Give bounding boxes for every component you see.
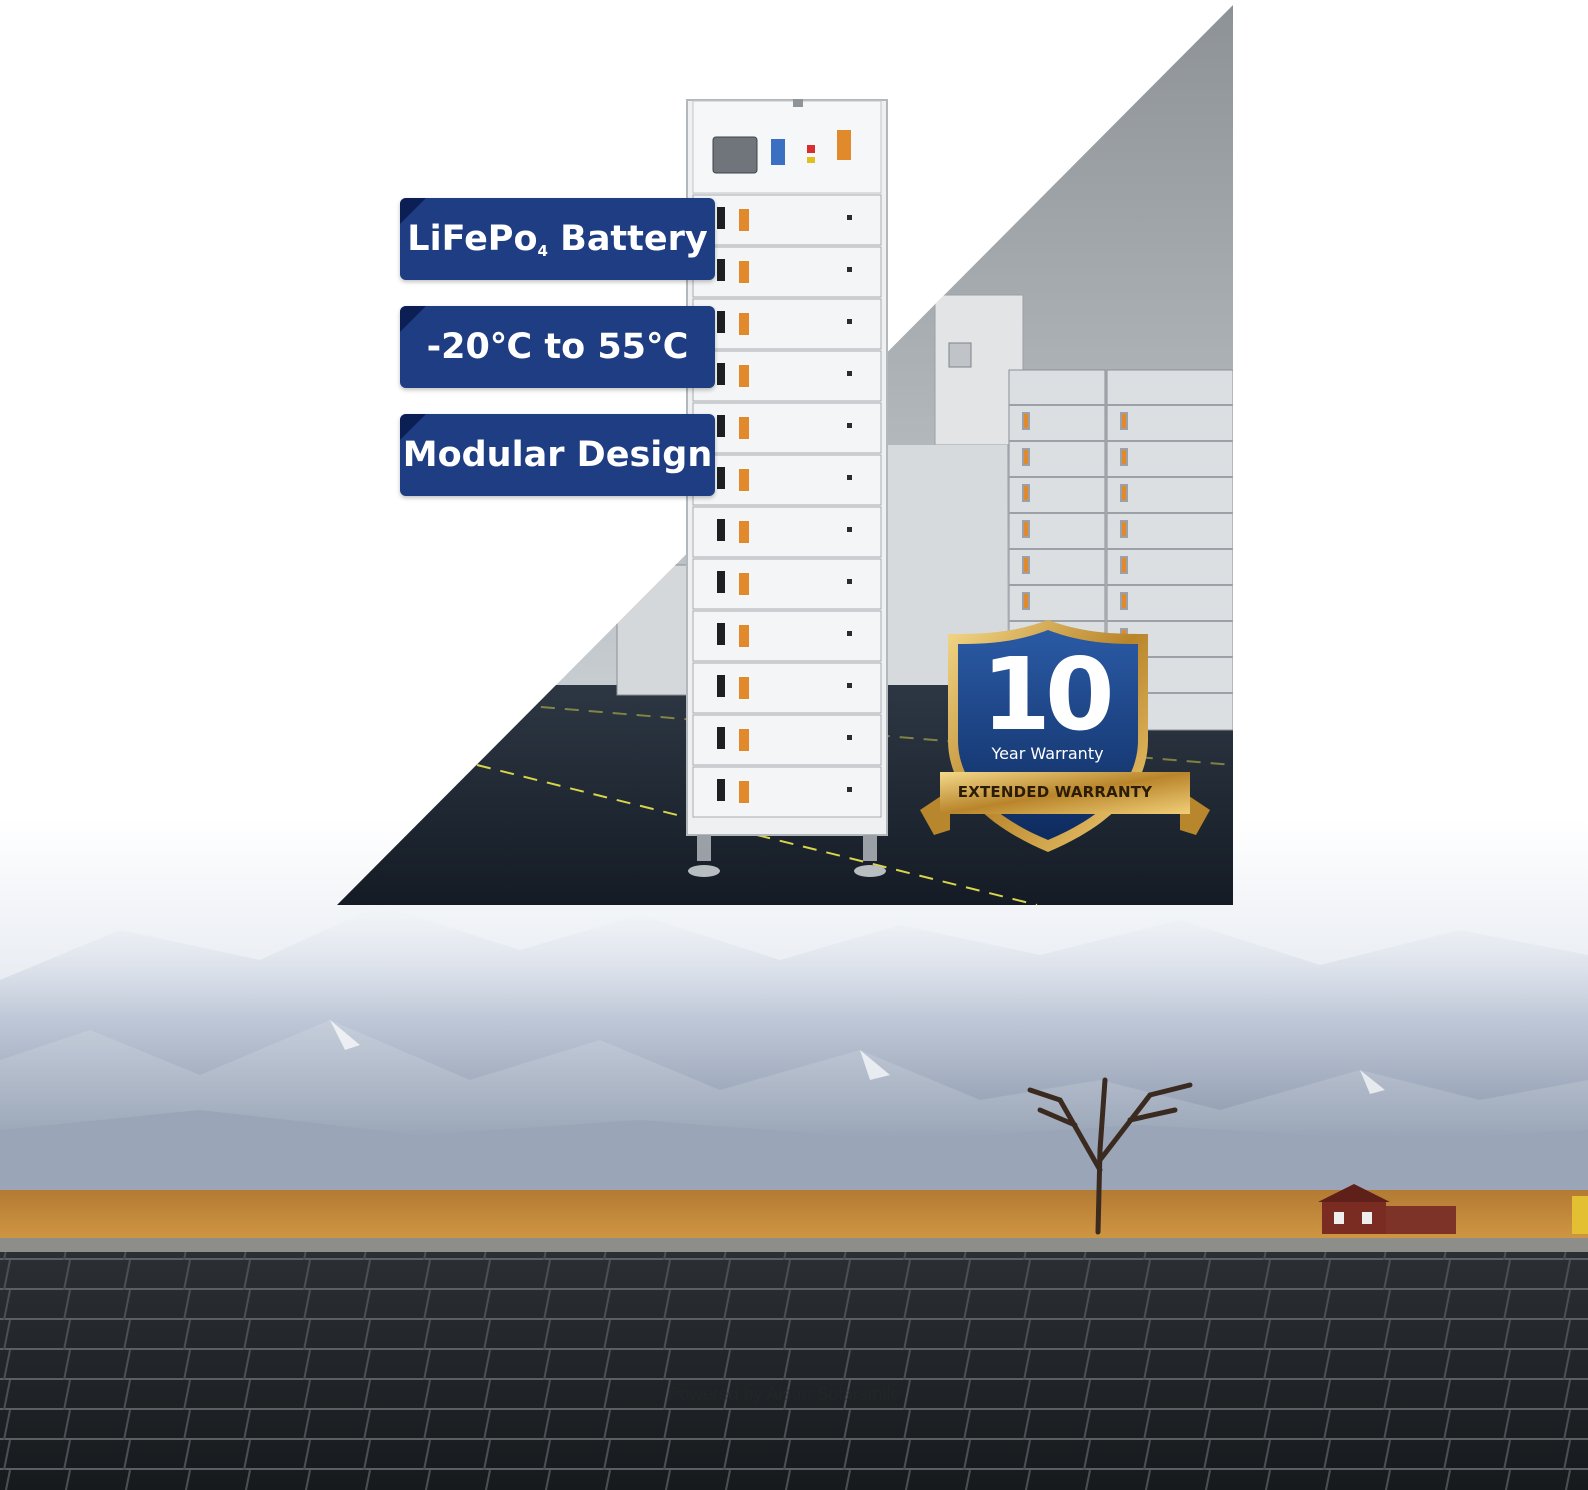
module-cable [739,261,749,283]
background-rack-cable [1022,484,1030,502]
module-connector [717,727,725,749]
warranty-badge: 10 Year Warranty EXTENDED WARRANTY [920,620,1210,860]
warranty-ribbon-text: EXTENDED WARRANTY [957,783,1153,801]
module-cable [739,781,749,803]
module-cable [739,365,749,387]
module-indicator [847,267,852,272]
module-connector [717,623,725,645]
module-connector [717,571,725,593]
warranty-shield-icon [920,620,1210,852]
module-indicator [847,215,852,220]
module-indicator [847,683,852,688]
module-connector [717,259,725,281]
module-indicator [847,475,852,480]
module-cable [739,573,749,595]
module-indicator [847,787,852,792]
spec-design-text: Modular Design [402,435,713,475]
module-connector [717,779,725,801]
label-corner-decor [400,414,426,440]
module-cable [739,417,749,439]
module-connector [717,415,725,437]
module-indicator [847,735,852,740]
module-cable [739,729,749,751]
background-rack-cable [1022,592,1030,610]
background-rack-cable [1120,520,1128,538]
module-indicator [847,371,852,376]
warranty-years: 10 [981,636,1114,753]
module-indicator [847,631,852,636]
module-connector [717,519,725,541]
module-cable [739,209,749,231]
label-corner-decor [400,198,426,224]
background-rack-cable [1022,556,1030,574]
spec-chemistry-text: LiFePo4 Battery [407,218,708,260]
module-cable [739,677,749,699]
module-cable [739,625,749,647]
background-rack-cable [1120,412,1128,430]
module-connector [717,675,725,697]
module-connector [717,467,725,489]
background-rack-cable [1120,484,1128,502]
module-indicator [847,319,852,324]
background-rack-cable [1022,448,1030,466]
module-connector [717,207,725,229]
module-connector [717,363,725,385]
spec-label-chemistry: LiFePo4 Battery [400,198,715,280]
spec-temperature-text: -20℃ to 55℃ [426,327,689,367]
background-rack-cable [1120,556,1128,574]
background-rack-cable [1120,448,1128,466]
module-indicator [847,423,852,428]
warranty-subtitle: Year Warranty [991,744,1104,763]
module-indicator [847,579,852,584]
module-cable [739,313,749,335]
module-connector [717,311,725,333]
module-indicator [847,527,852,532]
background-rack-cable [1022,412,1030,430]
spec-label-temperature: -20℃ to 55℃ [400,306,715,388]
footer-credit: Powered by Aisun Solarsmile [667,1384,901,1404]
background-rack-cable [1120,592,1128,610]
background-rack-cable [1022,520,1030,538]
module-cable [739,469,749,491]
module-cable [739,521,749,543]
label-corner-decor [400,306,426,332]
spec-label-design: Modular Design [400,414,715,496]
